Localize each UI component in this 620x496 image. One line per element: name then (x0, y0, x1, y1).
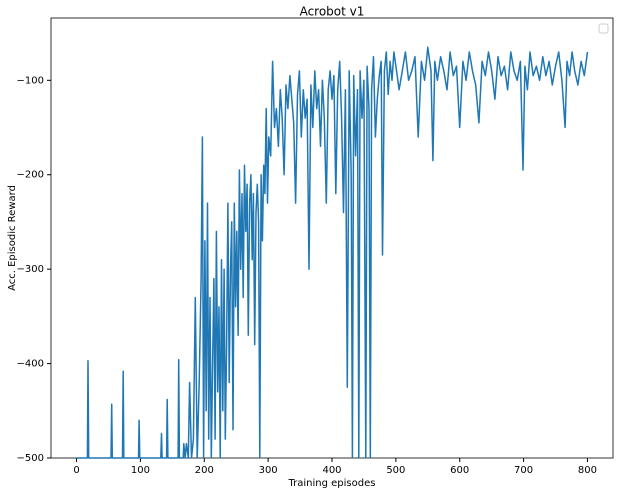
x-tick-label: 600 (450, 465, 469, 476)
y-tick-label: −300 (17, 264, 44, 275)
x-tick-label: 500 (386, 465, 405, 476)
x-tick-label: 200 (195, 465, 214, 476)
y-tick-label: −500 (17, 453, 44, 464)
x-tick-label: 0 (73, 465, 79, 476)
legend (598, 23, 609, 34)
y-tick-label: −100 (17, 75, 44, 86)
x-tick-label: 300 (259, 465, 278, 476)
series-line (76, 46, 589, 459)
y-tick-label: −200 (17, 170, 44, 181)
y-tick-label: −400 (17, 359, 44, 370)
x-axis-label: Training episodes (288, 478, 376, 489)
x-tick-label: 400 (322, 465, 341, 476)
chart-title: Acrobot v1 (300, 5, 365, 19)
x-tick-label: 100 (131, 465, 150, 476)
x-tick-label: 700 (514, 465, 533, 476)
y-axis-label: Acc. Episodic Reward (7, 185, 18, 291)
x-tick-label: 800 (578, 465, 597, 476)
